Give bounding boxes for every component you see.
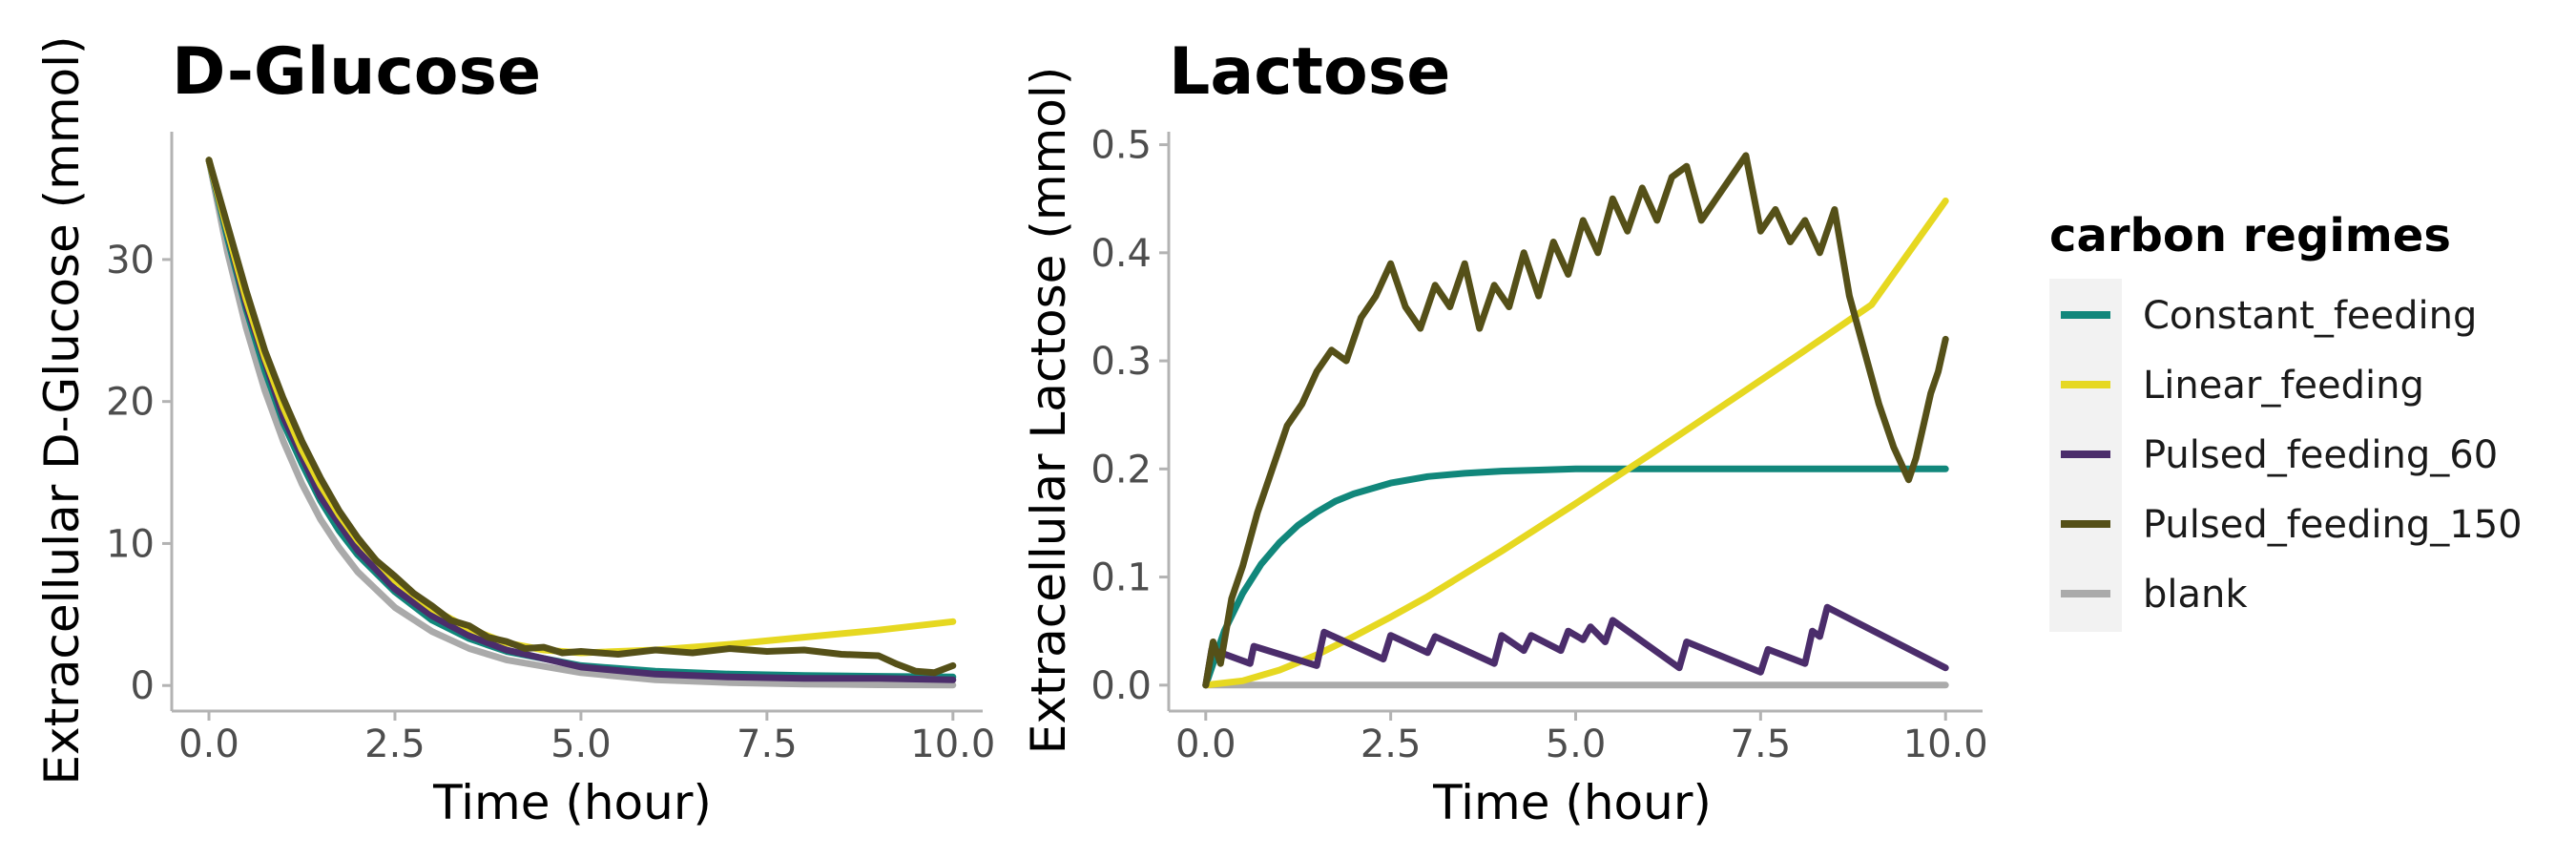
lactose-series-pulsed-feeding-60 (1202, 603, 1949, 689)
glucose-x-tick-label: 2.5 (364, 723, 426, 766)
glucose-series-pulsed-feeding-60 (205, 157, 957, 683)
lactose-y-tick-label: 0.1 (1091, 556, 1152, 600)
legend-label: Linear_feeding (2143, 364, 2424, 408)
glucose-x-tick-label: 7.5 (737, 723, 798, 766)
glucose-series-constant-feeding (205, 157, 957, 681)
lactose-x-axis-label: Time (hour) (1432, 775, 1712, 830)
lactose-x-tick-label: 2.5 (1361, 723, 1422, 766)
lactose-x-tick-label: 10.0 (1903, 723, 1988, 766)
glucose-y-tick-label: 20 (106, 381, 155, 425)
glucose-title: D-Glucose (172, 34, 541, 110)
lactose-title: Lactose (1169, 34, 1450, 110)
lactose-y-axis-label: Extracellular Lactose (mmol) (1021, 67, 1076, 754)
glucose-ticks: 0.0 2.5 5.0 7.5 10.0 0 10 20 30 (106, 239, 995, 766)
lactose-y-tick-label: 0.5 (1091, 124, 1152, 168)
glucose-series-blank (205, 157, 957, 689)
legend-label: Pulsed_feeding_60 (2143, 433, 2498, 477)
lactose-x-tick-label: 7.5 (1731, 723, 1792, 766)
glucose-y-tick-label: 10 (106, 522, 155, 566)
legend-label: blank (2143, 573, 2248, 617)
glucose-y-tick-label: 30 (106, 239, 155, 283)
glucose-series-linear-feeding (205, 157, 957, 657)
lactose-series-linear-feeding (1202, 198, 1949, 689)
glucose-series-pulsed-feeding-150 (205, 157, 957, 677)
glucose-series-group (205, 157, 957, 689)
legend-label: Pulsed_feeding_150 (2143, 503, 2523, 547)
lactose-y-tick-label: 0.2 (1091, 448, 1152, 492)
lactose-panel: Lactose Extracellular Lactose (mmol) Tim… (1021, 34, 1988, 830)
lactose-series-group (1202, 152, 1949, 689)
lactose-y-tick-label: 0.4 (1091, 232, 1152, 276)
lactose-ticks: 0.0 2.5 5.0 7.5 10.0 0.0 0.1 0.2 0.3 0.4 0.5 (1091, 124, 1987, 766)
lactose-y-tick-label: 0.0 (1091, 664, 1152, 708)
glucose-y-tick-label: 0 (131, 664, 155, 708)
legend: carbon regimes Constant_feeding Linear_fe… (2049, 209, 2523, 632)
lactose-series-pulsed-feeding-150 (1202, 152, 1949, 689)
legend-label: Constant_feeding (2143, 294, 2477, 338)
lactose-x-tick-label: 5.0 (1546, 723, 1607, 766)
lactose-y-tick-label: 0.3 (1091, 340, 1152, 384)
glucose-x-tick-label: 0.0 (178, 723, 239, 766)
glucose-x-axis-label: Time (hour) (432, 775, 712, 830)
glucose-panel: D-Glucose Extracellular D-Glucose (mmol)… (34, 34, 995, 830)
legend-title: carbon regimes (2049, 209, 2451, 262)
legend-entries: Constant_feeding Linear_feeding Pulsed_fee… (2061, 294, 2523, 617)
lactose-x-tick-label: 0.0 (1175, 723, 1236, 766)
glucose-x-tick-label: 5.0 (551, 723, 612, 766)
glucose-y-axis-label: Extracellular D-Glucose (mmol) (34, 35, 90, 785)
glucose-x-tick-label: 10.0 (910, 723, 995, 766)
lactose-series-constant-feeding (1202, 465, 1949, 689)
